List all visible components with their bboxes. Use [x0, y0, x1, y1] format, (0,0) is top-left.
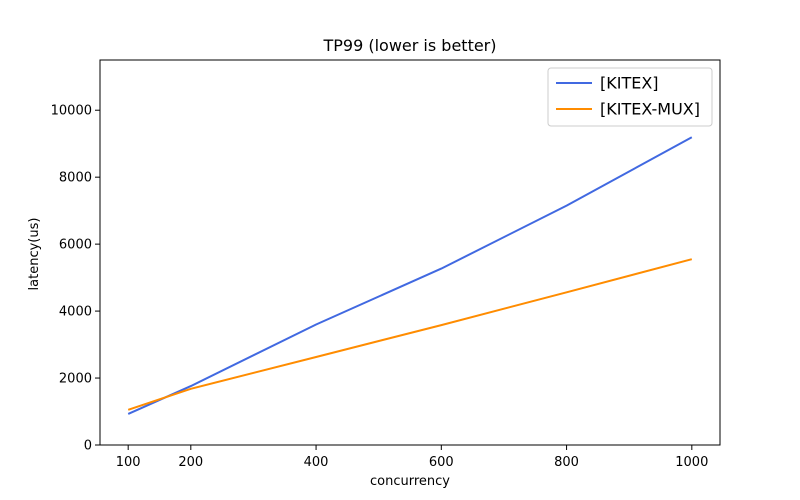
x-axis: 100 200 400 600 800 1000: [116, 445, 708, 470]
y-tick-label: 6000: [59, 238, 92, 253]
chart-title: TP99 (lower is better): [322, 36, 496, 55]
x-axis-title: concurrency: [370, 474, 450, 489]
legend-label: [KITEX-MUX]: [600, 100, 700, 119]
x-tick-label: 400: [304, 455, 329, 470]
y-tick-label: 10000: [51, 104, 92, 119]
x-tick-label: 200: [178, 455, 203, 470]
legend: [KITEX] [KITEX-MUX]: [547, 67, 713, 127]
y-tick-label: 0: [84, 439, 92, 454]
y-tick-label: 4000: [59, 305, 92, 320]
plot-frame: [99, 59, 721, 446]
y-axis-title: latency(us): [27, 218, 42, 291]
y-tick-label: 8000: [59, 171, 92, 186]
series-layer: [127, 136, 693, 415]
y-axis: 0 2000 4000 6000 8000 10000: [51, 104, 100, 454]
x-tick-label: 100: [116, 455, 141, 470]
series-line-0: [127, 136, 693, 415]
y-tick-label: 2000: [59, 372, 92, 387]
series-line-1: [127, 258, 693, 411]
x-tick-label: 1000: [675, 455, 708, 470]
legend-label: [KITEX]: [600, 74, 659, 93]
x-tick-label: 800: [554, 455, 579, 470]
plot-area: [99, 59, 721, 446]
x-tick-label: 600: [429, 455, 454, 470]
